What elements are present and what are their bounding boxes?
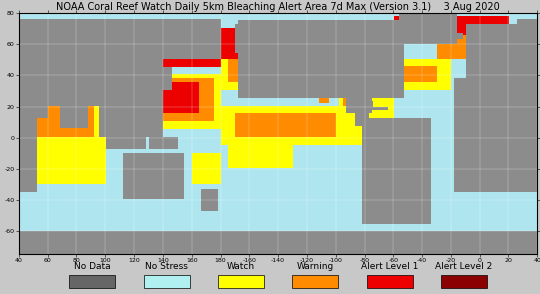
Text: Alert Level 2: Alert Level 2: [435, 263, 492, 271]
Text: No Data: No Data: [74, 263, 111, 271]
Text: No Stress: No Stress: [145, 263, 188, 271]
FancyBboxPatch shape: [69, 275, 116, 288]
FancyBboxPatch shape: [292, 275, 338, 288]
Text: Watch: Watch: [227, 263, 255, 271]
FancyBboxPatch shape: [144, 275, 190, 288]
Title: NOAA Coral Reef Watch Daily 5km Bleaching Alert Area 7d Max (Version 3.1)    3 A: NOAA Coral Reef Watch Daily 5km Bleachin…: [56, 2, 500, 12]
FancyBboxPatch shape: [367, 275, 413, 288]
FancyBboxPatch shape: [218, 275, 264, 288]
Text: Warning: Warning: [296, 263, 334, 271]
FancyBboxPatch shape: [441, 275, 487, 288]
Text: Alert Level 1: Alert Level 1: [361, 263, 418, 271]
